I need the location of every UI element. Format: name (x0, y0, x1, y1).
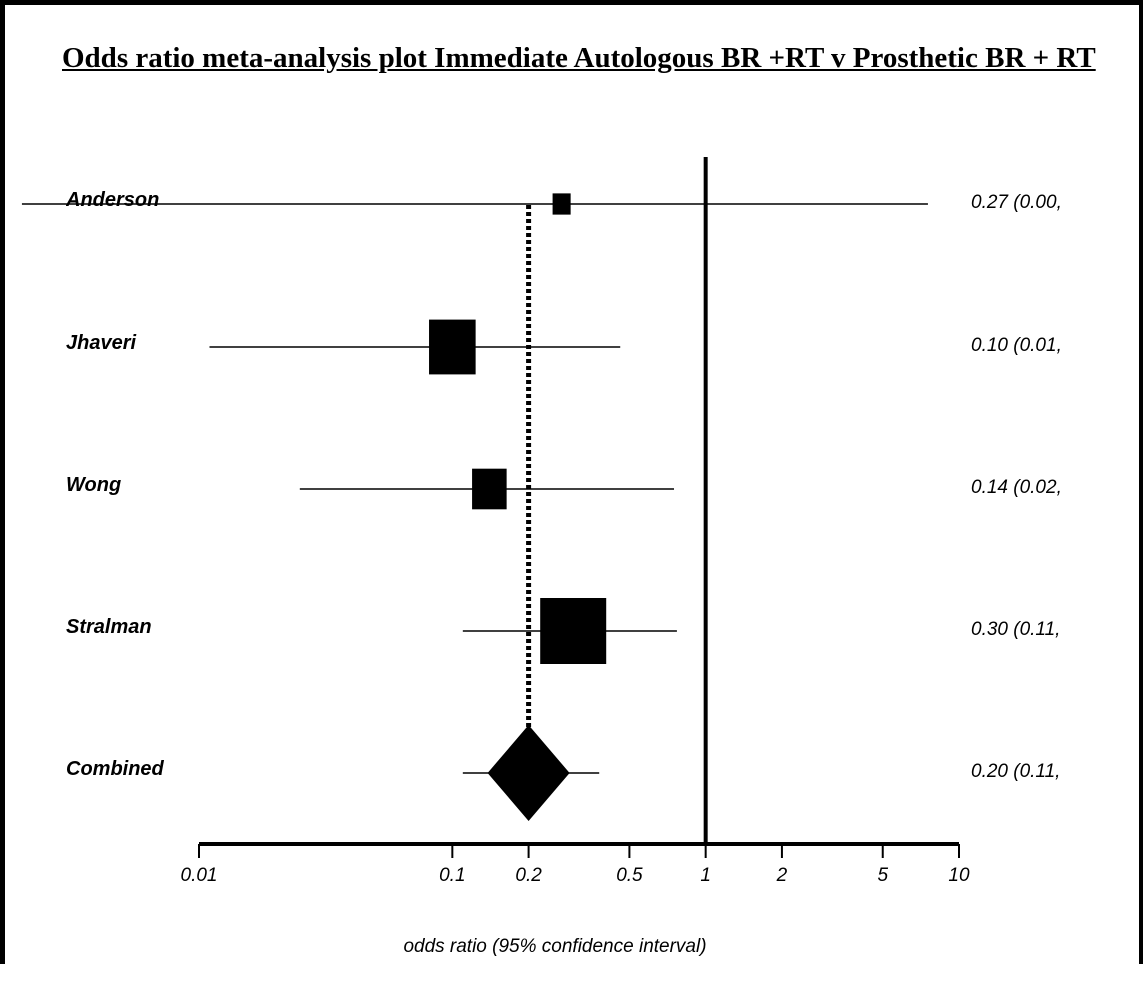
forest-plot: 0.01 0.1 0.2 0.5 1 2 5 10 (21, 157, 970, 886)
study-name-combined: Combined [fixed] (66, 758, 164, 780)
study-name-anderson: Anderson (66, 189, 160, 211)
chart-title: Odds ratio meta-analysis plot Immediate … (62, 42, 1096, 74)
combined-diamond (487, 725, 570, 821)
point-estimate-wong (472, 468, 507, 510)
estimate-label-jhaveri: 0.10 (0.01, 0.46) (971, 335, 1062, 356)
study-name-wong: Wong (66, 474, 122, 496)
study-name-stralman: Stralman (66, 616, 152, 638)
figure-frame (0, 0, 1143, 964)
estimate-label-combined: 0.20 (0.11, 0.38) (971, 761, 1061, 782)
x-tick-label-0.2: 0.2 (515, 865, 542, 886)
estimate-label-anderson: 0.27 (0.00, 7.54) (971, 192, 1062, 213)
x-tick-label-0.01: 0.01 (181, 865, 218, 886)
x-tick-label-0.1: 0.1 (439, 865, 465, 886)
x-tick-label-1: 1 (700, 865, 711, 886)
estimate-label-wong: 0.14 (0.02, 0.75) (971, 477, 1062, 498)
x-tick-label-2: 2 (776, 865, 788, 886)
x-tick-label-0.5: 0.5 (616, 865, 643, 886)
point-estimate-jhaveri (429, 319, 476, 375)
x-axis-label: odds ratio (95% confidence interval) (403, 936, 707, 957)
estimate-label-stralman: 0.30 (0.11, 0.77) (971, 619, 1061, 640)
x-tick-label-5: 5 (877, 865, 888, 886)
point-estimate-anderson (552, 193, 571, 215)
study-name-jhaveri: Jhaveri (66, 332, 137, 354)
x-tick-label-10: 10 (948, 865, 970, 886)
point-estimate-stralman (540, 598, 607, 664)
